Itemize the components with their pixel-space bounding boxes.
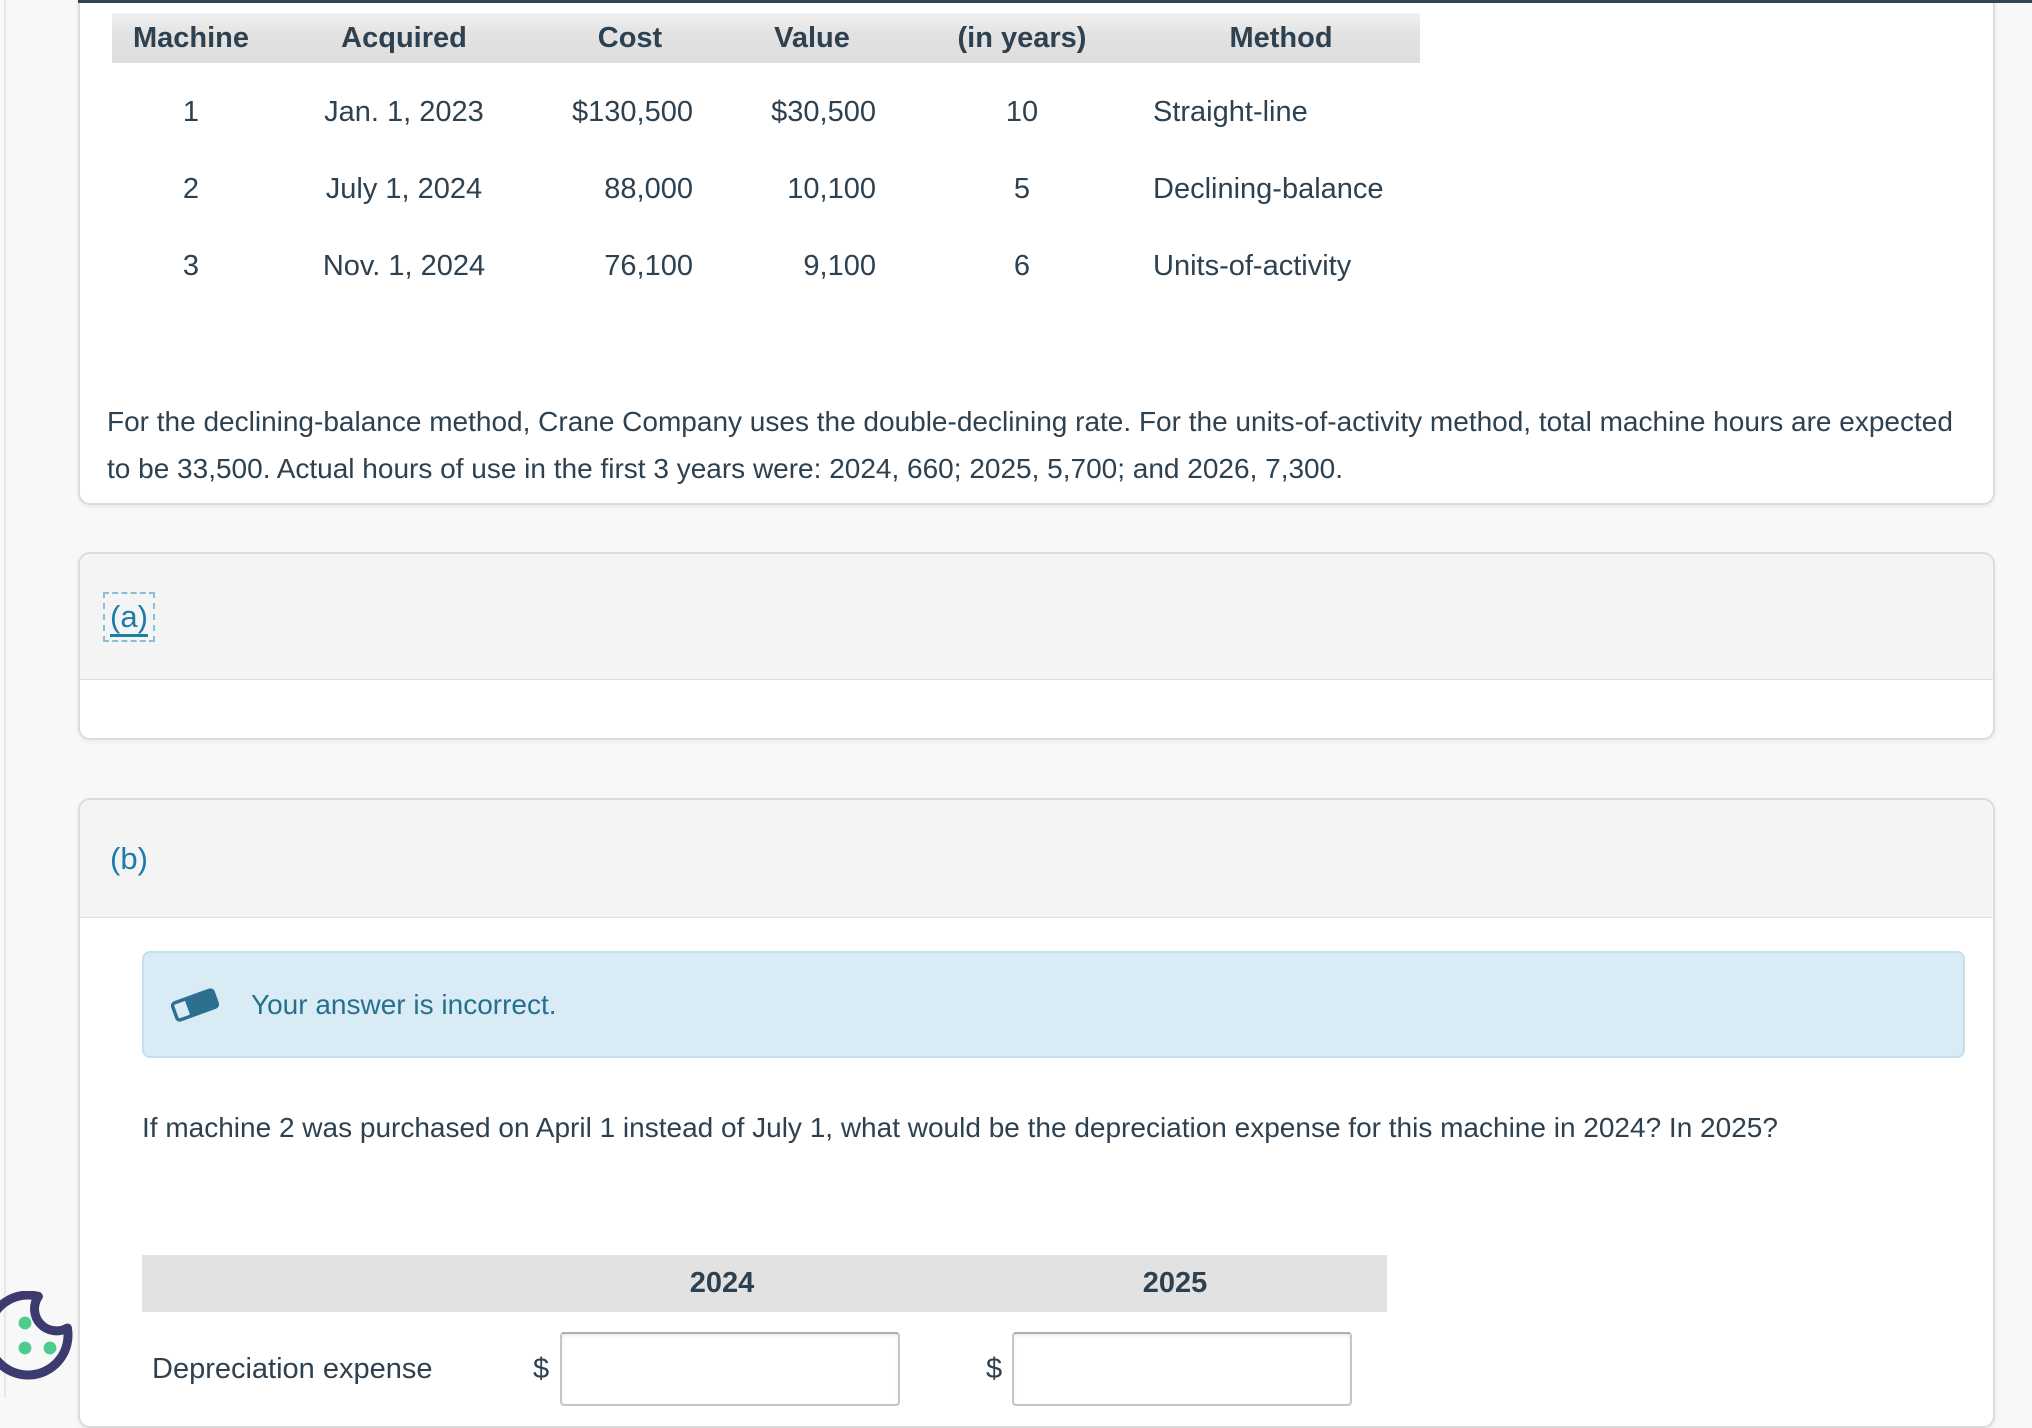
answer-col-2025: 2025 xyxy=(1142,1267,1208,1299)
section-a-header[interactable]: (a) xyxy=(80,554,1993,680)
answer-row: Depreciation expense $ $ xyxy=(80,1332,1993,1406)
toolbar-edge-strip xyxy=(78,0,2032,3)
answer-table-header: 2024 2025 xyxy=(142,1255,1387,1312)
cell-machine: 2 xyxy=(182,173,200,205)
table-row: 2 July 1, 2024 88,000 10,100 5 Declining… xyxy=(112,151,1420,228)
cell-value: 10,100 xyxy=(787,173,876,205)
col-header-machine: Machine xyxy=(132,21,250,54)
table-row: 1 Jan. 1, 2023 $130,500 $30,500 10 Strai… xyxy=(112,74,1420,151)
cell-cost: 76,100 xyxy=(604,250,693,282)
question-text: If machine 2 was purchased on April 1 in… xyxy=(142,1112,1778,1143)
cell-method: Declining-balance xyxy=(1153,173,1384,205)
machine-table-header-row: Machine Acquired Cost Value (in years) M… xyxy=(112,13,1420,63)
section-a-link[interactable]: (a) xyxy=(103,591,155,642)
cell-method: Units-of-activity xyxy=(1153,250,1352,282)
section-b-card: (b) Your answer is incorrect. If machine… xyxy=(78,798,1995,1428)
cell-acquired: Nov. 1, 2024 xyxy=(322,250,486,282)
cell-years: 10 xyxy=(1005,96,1039,128)
col-header-value: Value xyxy=(774,21,850,54)
problem-note-text: For the declining-balance method, Crane … xyxy=(107,406,1953,484)
cell-acquired: July 1, 2024 xyxy=(325,173,483,205)
col-header-method: Method xyxy=(1229,21,1333,54)
currency-symbol: $ xyxy=(986,1352,1003,1385)
eraser-icon xyxy=(171,987,219,1022)
cell-acquired: Jan. 1, 2023 xyxy=(324,96,484,128)
cell-value: $30,500 xyxy=(771,96,876,128)
cell-years: 6 xyxy=(1013,250,1031,282)
table-row: 3 Nov. 1, 2024 76,100 9,100 6 Units-of-a… xyxy=(112,228,1420,305)
cell-years: 5 xyxy=(1013,173,1031,205)
cell-cost: $130,500 xyxy=(572,96,693,128)
cell-method: Straight-line xyxy=(1153,96,1308,128)
problem-data-card: Machine Acquired Cost Value (in years) M… xyxy=(78,0,1995,505)
answer-col-2024: 2024 xyxy=(689,1267,755,1299)
page-left-divider xyxy=(4,0,6,1398)
answer-row-label: Depreciation expense xyxy=(152,1352,433,1385)
section-b-header[interactable]: (b) xyxy=(80,800,1993,918)
section-b-link[interactable]: (b) xyxy=(110,840,148,876)
feedback-message: Your answer is incorrect. xyxy=(251,988,557,1020)
depreciation-2024-input[interactable] xyxy=(560,1332,900,1406)
section-a-card: (a) xyxy=(78,552,1995,740)
depreciation-2025-input[interactable] xyxy=(1012,1332,1352,1406)
cell-value: 9,100 xyxy=(803,250,876,282)
col-header-years: (in years) xyxy=(957,21,1087,54)
col-header-cost: Cost xyxy=(597,21,663,54)
col-header-acquired: Acquired xyxy=(341,21,467,54)
feedback-banner: Your answer is incorrect. xyxy=(142,951,1965,1058)
cell-machine: 3 xyxy=(182,250,200,282)
cell-cost: 88,000 xyxy=(604,173,693,205)
cookie-bite-icon[interactable] xyxy=(0,1291,76,1387)
machine-table-body: 1 Jan. 1, 2023 $130,500 $30,500 10 Strai… xyxy=(112,74,1420,305)
cell-machine: 1 xyxy=(182,96,200,128)
currency-symbol: $ xyxy=(533,1352,550,1385)
